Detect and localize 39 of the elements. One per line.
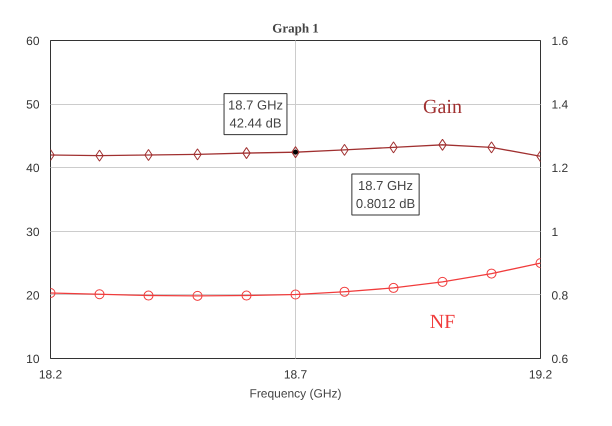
point bbox=[291, 146, 300, 158]
y-tick-label: 20 bbox=[26, 288, 40, 302]
series-label: Gain bbox=[423, 96, 462, 118]
x-tick-label: 19.2 bbox=[528, 368, 553, 382]
point bbox=[487, 141, 496, 154]
point bbox=[389, 141, 398, 154]
y2-tick-label: 1.2 bbox=[552, 161, 569, 176]
point bbox=[95, 150, 104, 162]
x-tick-label: 18.7 bbox=[284, 368, 308, 382]
point bbox=[290, 290, 300, 300]
point bbox=[192, 290, 202, 301]
point bbox=[193, 148, 202, 160]
point bbox=[94, 289, 104, 300]
y2-tick-label: 0.8 bbox=[552, 288, 569, 302]
y2-tick-label: 0.6 bbox=[552, 352, 569, 366]
chart-title: Graph 1 bbox=[272, 20, 319, 36]
y-tick-label: 60 bbox=[26, 34, 40, 48]
y-tick-label: 40 bbox=[26, 161, 40, 176]
x-axis-title: Frequency (GHz) bbox=[249, 386, 342, 400]
y-tick-label: 50 bbox=[26, 98, 40, 112]
point bbox=[438, 276, 448, 287]
point bbox=[486, 268, 496, 279]
point bbox=[242, 290, 252, 301]
point bbox=[438, 138, 447, 151]
point bbox=[388, 282, 398, 293]
point bbox=[144, 290, 154, 301]
y2-tick-label: 1 bbox=[552, 224, 558, 239]
x-tick-label: 18.2 bbox=[38, 368, 63, 382]
series-label: NF bbox=[430, 310, 456, 333]
y-tick-label: 10 bbox=[26, 352, 40, 366]
annotation: 18.7 GHz 42.44 dB bbox=[228, 98, 283, 131]
point bbox=[242, 147, 251, 160]
y-tick-label: 30 bbox=[26, 224, 40, 239]
point bbox=[340, 286, 350, 297]
y2-tick-label: 1.6 bbox=[552, 34, 569, 48]
point bbox=[144, 148, 153, 161]
y2-tick-label: 1.4 bbox=[552, 98, 569, 112]
annotation: 18.7 GHz 0.8012 dB bbox=[356, 178, 416, 211]
point bbox=[340, 144, 349, 156]
